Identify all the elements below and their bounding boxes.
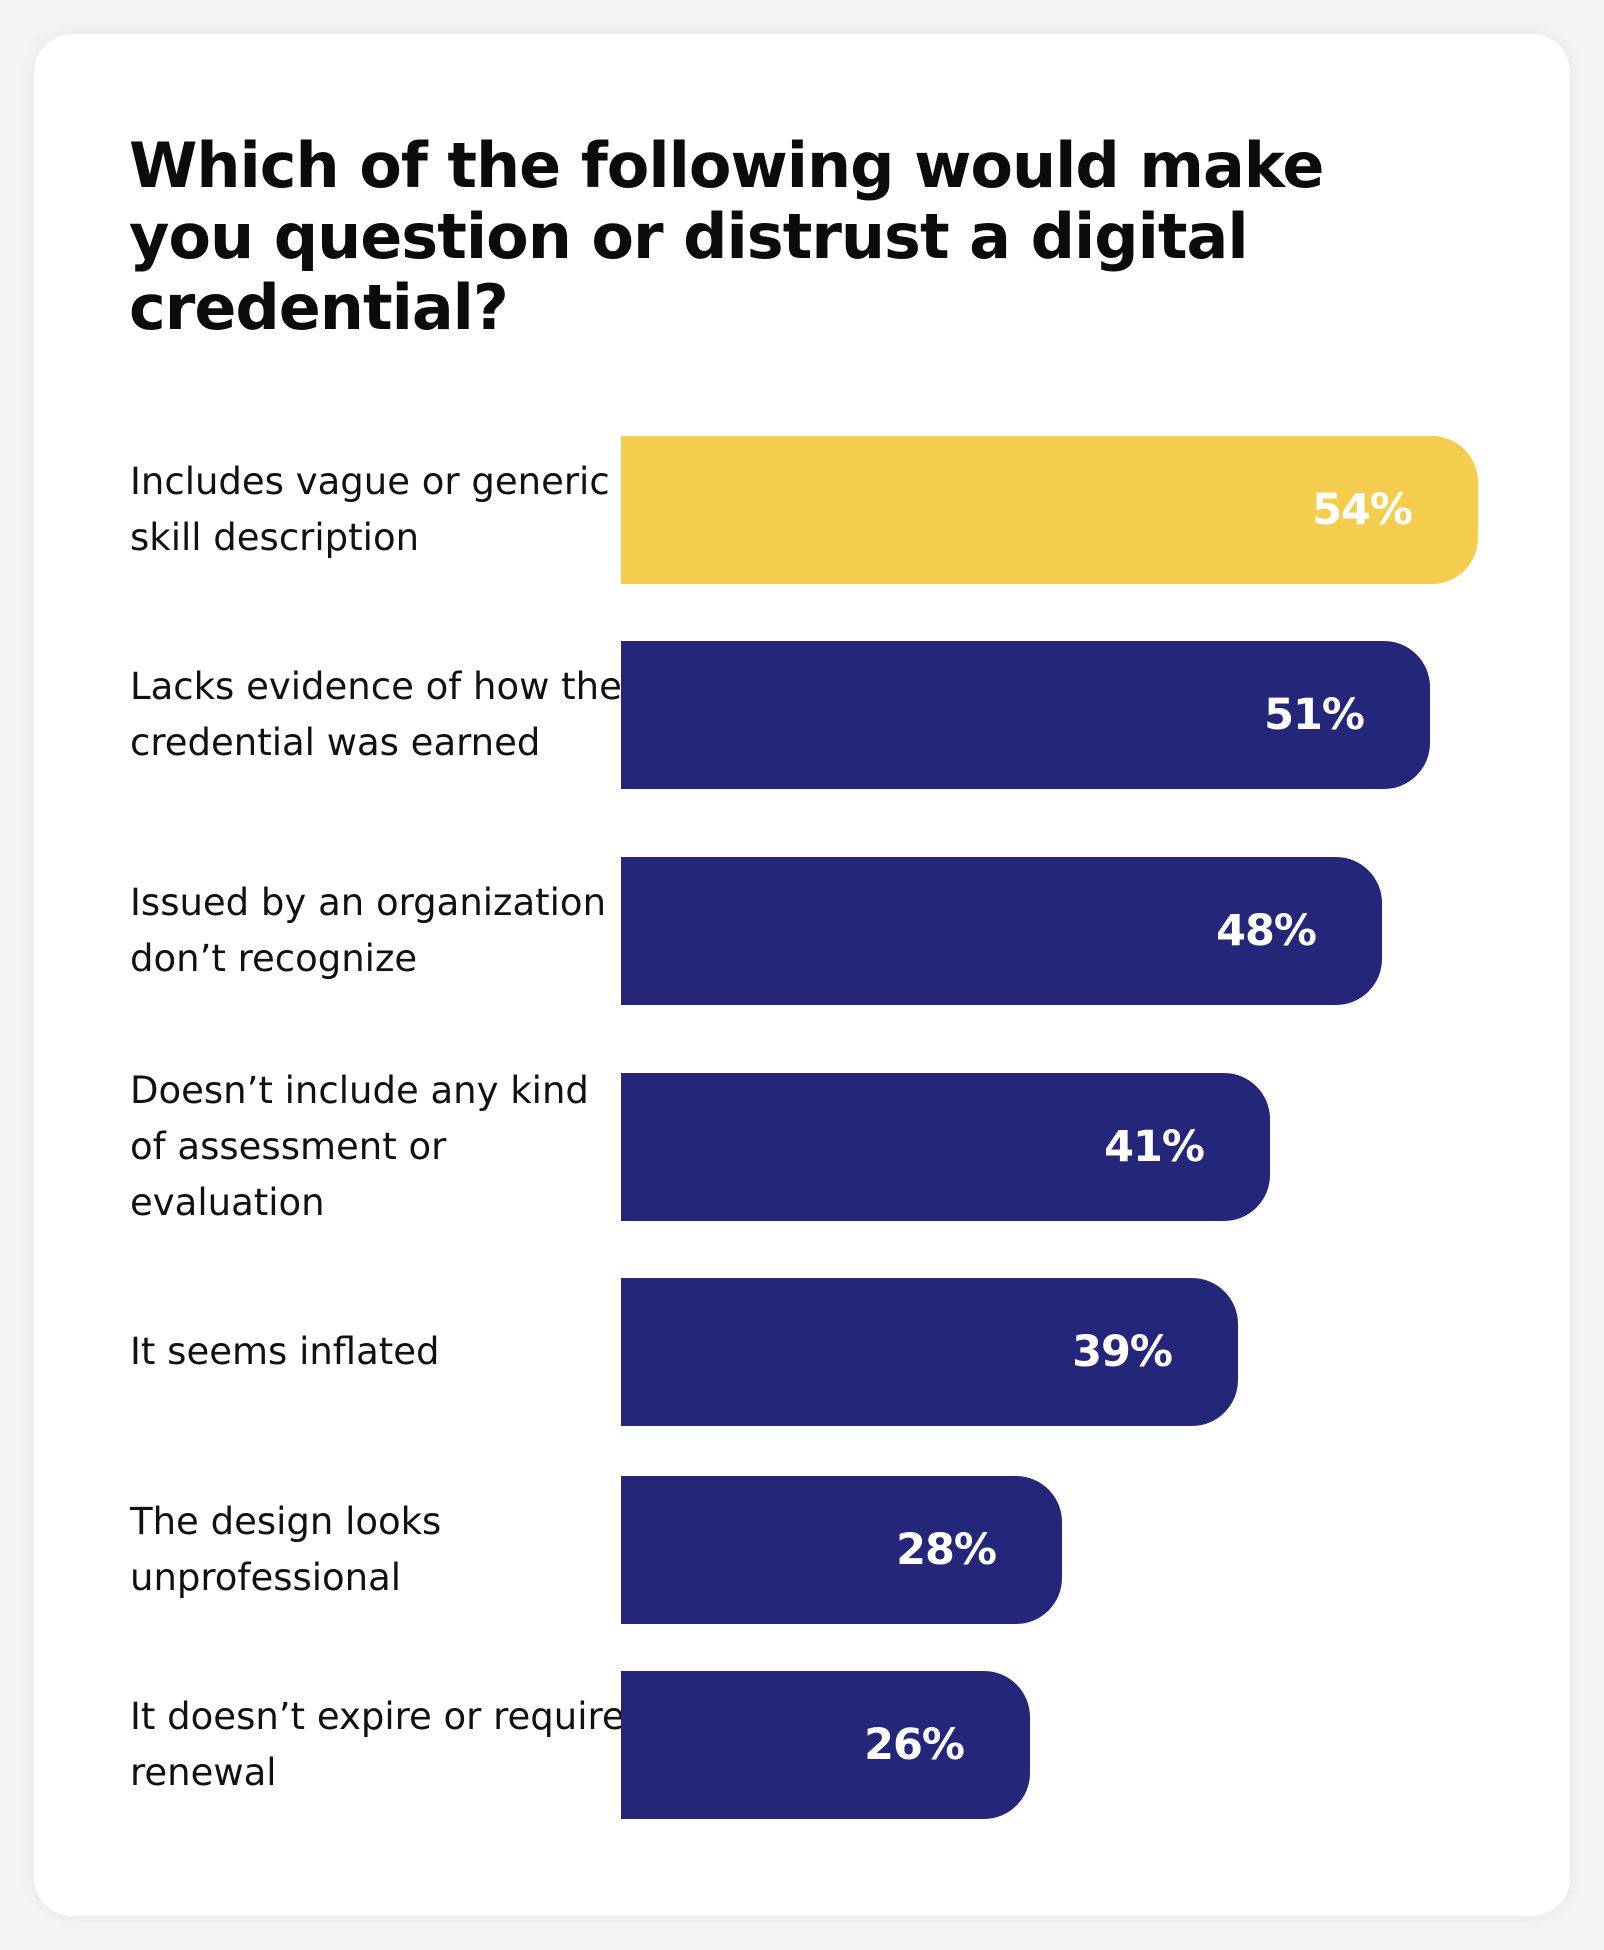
category-label: It seems inflated [130, 1330, 440, 1373]
bar: 39% [621, 1278, 1238, 1426]
bar-value-label: 41% [1104, 1122, 1205, 1172]
bar: 54% [621, 436, 1478, 584]
bar-value-label: 54% [1312, 485, 1413, 535]
category-label: Issued by an organization I don’t recogn… [130, 881, 629, 980]
bar-value-label: 39% [1072, 1327, 1173, 1377]
bar-value-label: 48% [1216, 906, 1317, 956]
category-label: Lacks evidence of how the credential was… [130, 665, 622, 764]
category-label: Includes vague or generic skill descript… [130, 460, 610, 559]
bar: 51% [621, 641, 1430, 789]
chart-card: Which of the following would make you qu… [34, 34, 1570, 1916]
bar-value-label: 28% [896, 1525, 997, 1575]
bar-value-label: 26% [864, 1720, 965, 1770]
chart-title: Which of the following would make you qu… [129, 129, 1324, 344]
bar-value-label: 51% [1264, 690, 1365, 740]
bar: 41% [621, 1073, 1270, 1221]
category-label: The design looks unprofessional [130, 1500, 442, 1599]
bar: 26% [621, 1671, 1030, 1819]
category-label: Doesn’t include any kind of assessment o… [130, 1069, 589, 1224]
bar: 28% [621, 1476, 1062, 1624]
bar: 48% [621, 857, 1382, 1005]
category-label: It doesn’t expire or require renewal [130, 1695, 625, 1794]
